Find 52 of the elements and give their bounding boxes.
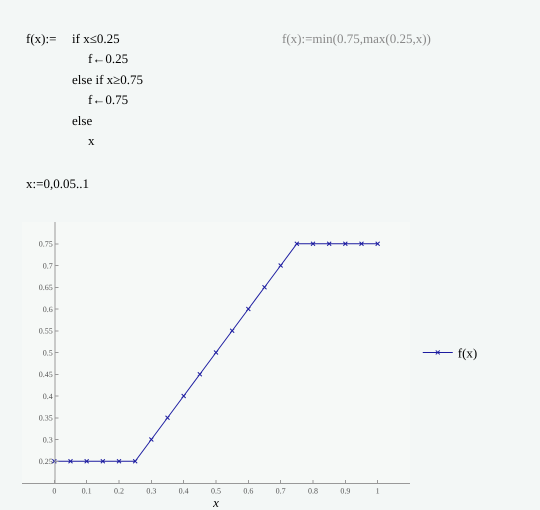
point	[84, 458, 90, 464]
point	[294, 241, 300, 246]
point	[68, 458, 73, 464]
x-tick-label: 0.2	[114, 486, 124, 496]
point	[310, 241, 316, 246]
y-tick-label: 0.4	[42, 392, 53, 401]
y-tick-label: 0.25	[38, 457, 53, 466]
point	[214, 350, 218, 355]
text: f←0.25	[88, 51, 128, 66]
y-tick-label: 0.3	[42, 435, 53, 444]
point	[132, 458, 138, 464]
point	[326, 241, 332, 246]
x-tick-label: 0.5	[211, 486, 221, 496]
legend-label: f(x)	[458, 346, 478, 361]
point	[262, 284, 267, 290]
x-axis-title: x	[212, 495, 220, 510]
y-tick-label: 0.6	[42, 304, 53, 314]
text: else	[72, 113, 92, 128]
text: x	[88, 133, 95, 148]
x-tick-label: 0.9	[340, 486, 350, 496]
text: f←0.75	[88, 92, 128, 107]
point	[181, 394, 186, 398]
text: x:=0,0.05..1	[26, 176, 89, 191]
x-tick-label: 0.7	[276, 486, 286, 496]
point	[148, 437, 154, 442]
y-tick-label: 0.75	[38, 240, 53, 249]
point	[165, 415, 170, 420]
point	[197, 372, 202, 377]
point	[342, 241, 348, 246]
point	[116, 458, 122, 464]
point	[100, 458, 106, 464]
text: else if x≥0.75	[72, 72, 144, 87]
x-tick-label: 0.8	[308, 486, 318, 496]
point	[278, 263, 284, 268]
x-tick-label: 0.1	[82, 486, 92, 496]
x-tick-label: 0.3	[146, 486, 156, 496]
y-tick-label: 0.55	[38, 326, 53, 336]
y-tick-label: 0.5	[42, 348, 53, 358]
point	[359, 241, 364, 246]
text: f(x):=	[26, 31, 56, 46]
x-tick-label: 0.6	[243, 486, 254, 496]
x-tick-label: 0.4	[178, 486, 189, 496]
y-tick-label: 0.65	[38, 283, 53, 292]
x-tick-label: 1	[376, 486, 380, 496]
point	[230, 328, 235, 334]
point	[246, 306, 251, 312]
y-tick-label: 0.7	[42, 261, 53, 270]
text: f(x):=min(0.75,max(0.25,x))	[282, 31, 431, 46]
text: if x≤0.25	[72, 31, 120, 46]
y-tick-label: 0.35	[38, 414, 53, 423]
x-tick-label: 0	[52, 486, 56, 496]
y-tick-label: 0.45	[38, 370, 53, 380]
